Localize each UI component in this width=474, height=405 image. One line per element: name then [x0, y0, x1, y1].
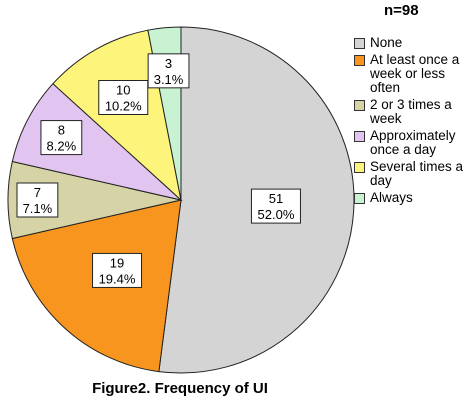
- slice-percent-label: 7.1%: [23, 201, 53, 216]
- figure-caption: Figure2. Frequency of UI: [92, 380, 268, 397]
- slice-count-label: 51: [269, 191, 283, 206]
- slice-percent-label: 19.4%: [99, 271, 136, 286]
- legend-item: At least once a week or less often: [352, 53, 474, 95]
- slice-label-box: [40, 120, 83, 156]
- legend-label: None: [370, 35, 403, 50]
- slice-count-label: 3: [165, 56, 172, 71]
- legend-item: Approximately once a day: [352, 129, 474, 157]
- slice-label-box: [147, 53, 190, 89]
- slice-count-label: 10: [116, 82, 130, 97]
- legend-item: Several times a day: [352, 160, 474, 188]
- slice-percent-label: 10.2%: [105, 98, 142, 113]
- slice-label-box: [250, 188, 301, 224]
- slice-label-box: [16, 182, 59, 218]
- slice-count-label: 7: [34, 185, 41, 200]
- legend-swatch: [354, 100, 365, 111]
- legend-swatch: [354, 193, 365, 204]
- slice-percent-label: 8.2%: [47, 139, 77, 154]
- slice-count-label: 8: [58, 123, 65, 138]
- sample-size-label: n=98: [384, 2, 419, 19]
- legend: None At least once a week or less often 2 …: [352, 36, 474, 208]
- legend-label: Approximately once a day: [370, 128, 456, 157]
- legend-label: Always: [370, 190, 413, 205]
- legend-item: 2 or 3 times a week: [352, 98, 474, 126]
- slice-percent-label: 52.0%: [258, 207, 295, 222]
- slice-label: 88.2%: [40, 120, 83, 156]
- slice-count-label: 19: [110, 255, 124, 270]
- legend-swatch: [354, 55, 365, 66]
- slice-percent-label: 3.1%: [154, 72, 184, 87]
- slice-label: 33.1%: [147, 53, 190, 89]
- legend-label: Several times a day: [370, 159, 464, 188]
- slice-label-box: [98, 79, 149, 115]
- pie-slice: [11, 82, 183, 201]
- legend-label: At least once a week or less often: [370, 52, 460, 95]
- legend-swatch: [354, 38, 365, 49]
- legend-swatch: [354, 162, 365, 173]
- legend-item: None: [352, 36, 474, 50]
- legend-label: 2 or 3 times a week: [370, 97, 452, 126]
- legend-item: Always: [352, 191, 474, 205]
- slice-label: 77.1%: [16, 182, 59, 218]
- slice-label-box: [92, 252, 143, 288]
- legend-swatch: [354, 131, 365, 142]
